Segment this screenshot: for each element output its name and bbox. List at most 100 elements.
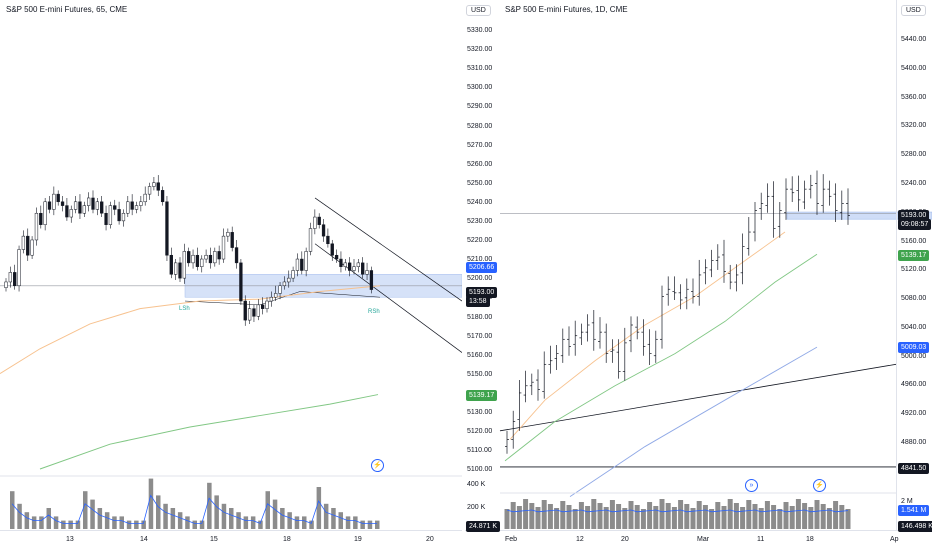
daily-volume-bar (733, 503, 739, 529)
volume-bar (53, 516, 59, 529)
daily-volume-bar (541, 500, 547, 529)
daily-price-chart[interactable] (465, 0, 932, 550)
candle-body (352, 266, 356, 271)
daily-chart-panel[interactable]: S&P 500 E-mini Futures, 1D, CME » ⚡ (465, 0, 932, 550)
candle-body (230, 232, 234, 248)
intraday-chart-panel[interactable]: S&P 500 E-mini Futures, 65, CME LSh RSh … (0, 0, 464, 550)
daily-volume-bar (671, 507, 677, 529)
daily-volume-bar (814, 500, 820, 529)
candle-body (239, 262, 243, 302)
volume-bar (287, 512, 292, 529)
candle-body (182, 251, 186, 279)
daily-volume-bar (833, 501, 839, 529)
volume-bar (156, 495, 161, 529)
candle-body (295, 258, 300, 271)
intraday-price-chart[interactable] (0, 0, 464, 550)
volume-bar (367, 520, 373, 529)
volume-bar (46, 508, 51, 529)
daily-volume-bar (789, 506, 795, 529)
candle-body (91, 197, 95, 210)
daily-volume-bar (839, 505, 845, 529)
volume-bar (104, 512, 110, 529)
volume-bar (17, 503, 22, 529)
candle-body (87, 197, 91, 206)
volume-bar (207, 482, 212, 529)
candle-body (139, 201, 143, 206)
candle-body (147, 186, 152, 195)
volume-bar (229, 508, 234, 529)
candle-body (178, 262, 182, 279)
candle-body (200, 258, 204, 267)
candle-body (226, 232, 230, 237)
volume-bar (316, 487, 322, 529)
daily-ma-green (504, 253, 818, 462)
volume-bar (280, 508, 285, 529)
daily-time-axis[interactable] (465, 530, 932, 550)
ma-green-line (39, 394, 379, 470)
candle-body (152, 182, 156, 187)
candle-body (34, 212, 39, 241)
candle-body (143, 193, 147, 203)
volume-bar (112, 516, 117, 529)
candle-body (321, 224, 326, 237)
volume-bar (236, 512, 241, 529)
candle-body (47, 201, 52, 210)
daily-volume-bar (547, 504, 553, 529)
candle-body (95, 201, 99, 210)
candle-body (165, 201, 169, 256)
daily-volume-bar (764, 501, 770, 529)
daily-volume-bar (585, 506, 591, 529)
candle-body (343, 262, 347, 267)
daily-volume-bar (609, 500, 615, 529)
candle-body (369, 270, 374, 290)
daily-volume-bar (808, 507, 814, 529)
candle-body (278, 285, 282, 294)
candle-body (43, 201, 47, 225)
daily-volume-bar (709, 509, 715, 529)
candle-body (121, 212, 126, 222)
daily-volume-bar (603, 507, 609, 529)
lightning-icon[interactable]: ⚡ (371, 459, 384, 472)
intraday-time-axis[interactable] (0, 530, 462, 550)
daily-volume-bar (702, 505, 708, 529)
daily-volume-bar (504, 509, 510, 529)
candle-body (60, 201, 65, 206)
candle-body (208, 254, 213, 264)
ma-orange-line (0, 285, 381, 374)
volume-bar (68, 520, 73, 529)
candle-body (191, 254, 195, 264)
daily-volume-bar (715, 502, 721, 529)
candle-body (187, 251, 191, 264)
daily-volume-bar (771, 505, 777, 529)
fast-forward-icon[interactable]: » (745, 479, 758, 492)
candle-body (221, 235, 226, 260)
daily-volume-bar (659, 499, 665, 529)
daily-volume-bar (665, 503, 671, 529)
volume-bar (31, 516, 37, 529)
daily-volume-bar (845, 509, 851, 529)
candle-body (269, 296, 274, 302)
candle-body (304, 251, 308, 271)
daily-volume-bar (696, 501, 702, 529)
candle-body (356, 262, 361, 267)
candle-body (156, 182, 160, 191)
daily-zone (786, 211, 932, 220)
volume-bar (360, 520, 365, 529)
candle-body (287, 277, 291, 283)
daily-volume-bar (554, 508, 560, 529)
daily-volume-bar (597, 503, 603, 529)
candle-body (108, 205, 113, 225)
candle-body (78, 201, 82, 214)
candle-body (317, 216, 321, 225)
lightning-icon[interactable]: ⚡ (813, 479, 826, 492)
daily-volume-bar (783, 502, 789, 529)
daily-volume-bar (721, 506, 727, 529)
candle-body (126, 201, 130, 214)
candle-body (252, 308, 256, 317)
volume-ma-line (11, 494, 377, 524)
candle-body (13, 272, 17, 287)
daily-volume-bar (678, 500, 684, 529)
volume-bar (353, 516, 358, 529)
candle-body (348, 262, 352, 271)
daily-volume-bar (795, 499, 801, 529)
